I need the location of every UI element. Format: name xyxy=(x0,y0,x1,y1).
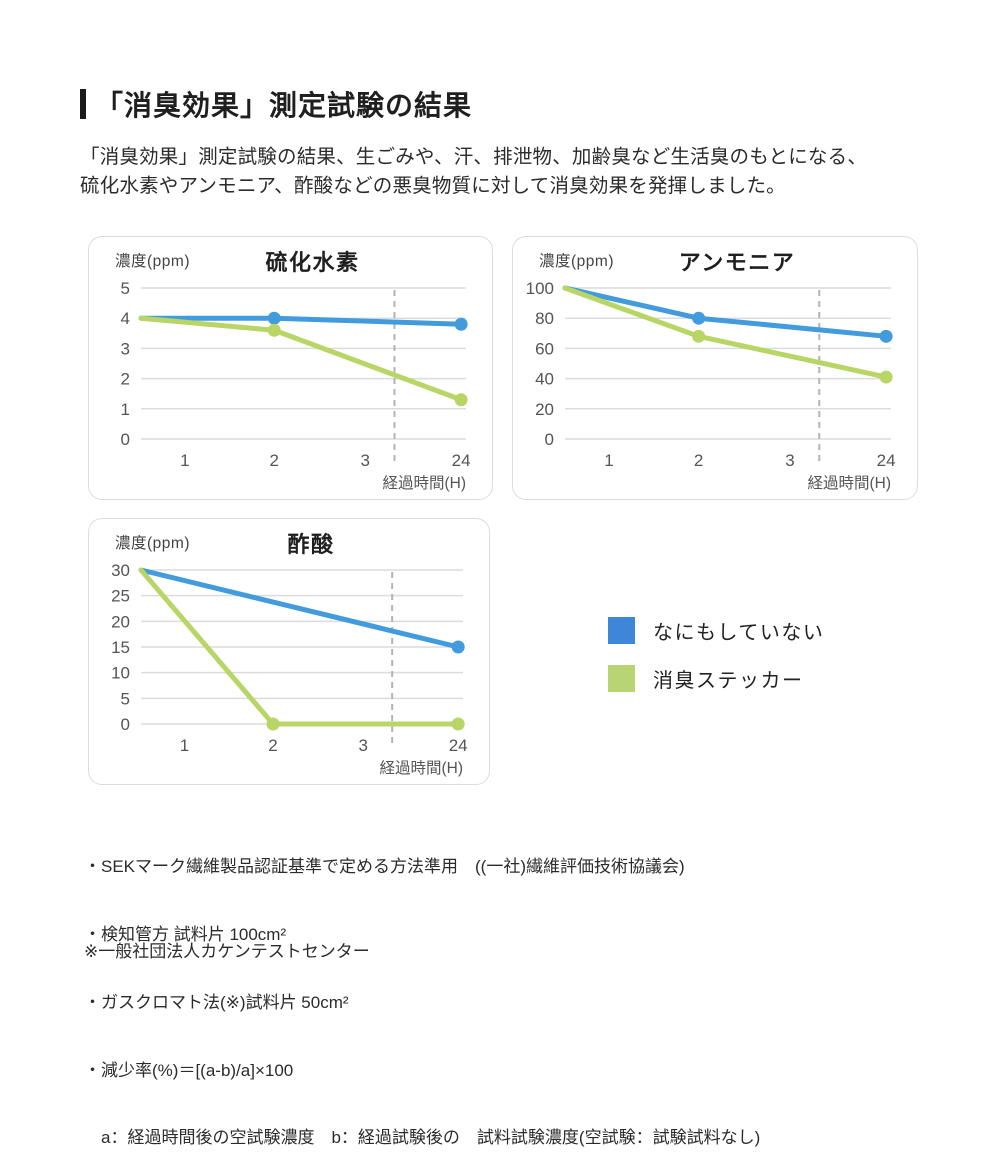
page-title: 「消臭効果」測定試験の結果 xyxy=(95,90,473,121)
legend: なにもしていない 消臭ステッカー xyxy=(608,616,824,693)
svg-text:5: 5 xyxy=(121,689,130,708)
chart-canvas-hydrogen-sulfide: 0 1 2 3 4 5 1 2 3 24 経過時間(H) xyxy=(89,237,492,499)
legend-item-untreated: なにもしていない xyxy=(608,616,824,645)
chart-canvas-ammonia: 0 20 40 60 80 100 1 2 3 24 経過時間(H) xyxy=(513,237,917,499)
testing-organization-note: ※一般社団法人カケンテストセンター xyxy=(84,942,370,961)
chart-panel-ammonia: 濃度(ppm) アンモニア 0 20 40 60 80 100 1 2 3 24 経過時間(H) xyxy=(512,236,918,500)
svg-text:24: 24 xyxy=(449,736,468,755)
description: 「消臭効果」測定試験の結果、生ごみや、汗、排泄物、加齢臭など生活臭のもとになる、… xyxy=(80,143,867,201)
svg-text:30: 30 xyxy=(111,561,130,580)
chart-panel-acetic-acid: 濃度(ppm) 酢酸 0 5 10 15 20 25 30 1 2 3 24 経過時間(H) xyxy=(88,518,490,785)
chart-svg: 0 20 40 60 80 100 1 2 3 24 経過時間(H) xyxy=(526,279,896,492)
svg-text:10: 10 xyxy=(111,664,130,683)
legend-swatch-green xyxy=(608,665,635,692)
legend-label-deodorant-sticker: 消臭ステッカー xyxy=(653,670,804,692)
svg-text:経過時間(H): 経過時間(H) xyxy=(382,474,466,492)
svg-text:3: 3 xyxy=(121,339,130,358)
svg-text:15: 15 xyxy=(111,638,130,657)
svg-text:2: 2 xyxy=(694,451,703,470)
svg-text:1: 1 xyxy=(604,451,613,470)
svg-text:20: 20 xyxy=(111,612,130,631)
svg-text:経過時間(H): 経過時間(H) xyxy=(807,474,891,492)
legend-item-deodorant-sticker: 消臭ステッカー xyxy=(608,664,824,693)
svg-text:1: 1 xyxy=(180,451,189,470)
svg-text:4: 4 xyxy=(121,309,130,328)
svg-text:3: 3 xyxy=(361,451,370,470)
description-line-1: 「消臭効果」測定試験の結果、生ごみや、汗、排泄物、加齢臭など生活臭のもとになる、 xyxy=(80,146,868,168)
svg-text:24: 24 xyxy=(452,451,471,470)
chart-title-ammonia: アンモニア xyxy=(678,250,796,275)
svg-text:1: 1 xyxy=(180,736,189,755)
chart-title-hydrogen-sulfide: 硫化水素 xyxy=(265,250,360,275)
svg-text:経過時間(H): 経過時間(H) xyxy=(379,759,463,777)
footnote-line-1: ・SEKマーク繊維製品認証基準で定める方法準用 ((一社)繊維評価技術協議会) xyxy=(84,857,685,877)
svg-text:2: 2 xyxy=(268,736,277,755)
svg-text:60: 60 xyxy=(535,339,554,358)
svg-text:24: 24 xyxy=(877,451,896,470)
svg-text:2: 2 xyxy=(121,370,130,389)
y-axis-unit-label: 濃度(ppm) xyxy=(539,253,614,270)
svg-text:5: 5 xyxy=(121,279,130,298)
legend-swatch-blue xyxy=(608,617,635,644)
footnote-line-2: ・検知管方 試料片 100cm² xyxy=(84,924,287,944)
svg-text:3: 3 xyxy=(358,736,367,755)
svg-text:100: 100 xyxy=(526,279,554,298)
chart-canvas-acetic-acid: 0 5 10 15 20 25 30 1 2 3 24 経過時間(H) xyxy=(89,519,489,784)
chart-svg: 0 5 10 15 20 25 30 1 2 3 24 経過時間(H) xyxy=(111,561,468,777)
y-axis-unit-label: 濃度(ppm) xyxy=(115,535,190,552)
chart-svg: 0 1 2 3 4 5 1 2 3 24 経過時間(H) xyxy=(121,279,471,492)
svg-text:1: 1 xyxy=(121,400,130,419)
svg-text:0: 0 xyxy=(121,715,130,734)
footnotes: ・SEKマーク繊維製品認証基準で定める方法準用 ((一社)繊維評価技術協議会) … xyxy=(84,811,760,1173)
title-accent-bar xyxy=(80,89,86,119)
footnote-line-5: a：経過時間後の空試験濃度 b：経過試験後の 試料試験濃度(空試験：試験試料なし… xyxy=(84,1128,761,1148)
svg-text:3: 3 xyxy=(785,451,794,470)
svg-text:20: 20 xyxy=(535,400,554,419)
svg-text:0: 0 xyxy=(121,430,130,449)
footnote-line-3: ・ガスクロマト法(※)試料片 50cm² xyxy=(84,992,349,1012)
footnote-line-4: ・減少率(%)＝[(a-b)/a]×100 xyxy=(84,1060,294,1080)
svg-text:80: 80 xyxy=(535,309,554,328)
svg-text:0: 0 xyxy=(545,430,554,449)
page-header: 「消臭効果」測定試験の結果 xyxy=(80,84,472,124)
svg-text:2: 2 xyxy=(270,451,279,470)
svg-text:40: 40 xyxy=(535,370,554,389)
y-axis-unit-label: 濃度(ppm) xyxy=(115,253,190,270)
description-line-2: 硫化水素やアンモニア、酢酸などの悪臭物質に対して消臭効果を発揮しました。 xyxy=(80,175,786,197)
chart-title-acetic-acid: 酢酸 xyxy=(287,532,335,557)
chart-panel-hydrogen-sulfide: 濃度(ppm) 硫化水素 0 1 2 3 4 5 1 2 3 24 経過時間(H) xyxy=(88,236,493,500)
svg-text:25: 25 xyxy=(111,587,130,606)
legend-label-untreated: なにもしていない xyxy=(653,622,825,644)
